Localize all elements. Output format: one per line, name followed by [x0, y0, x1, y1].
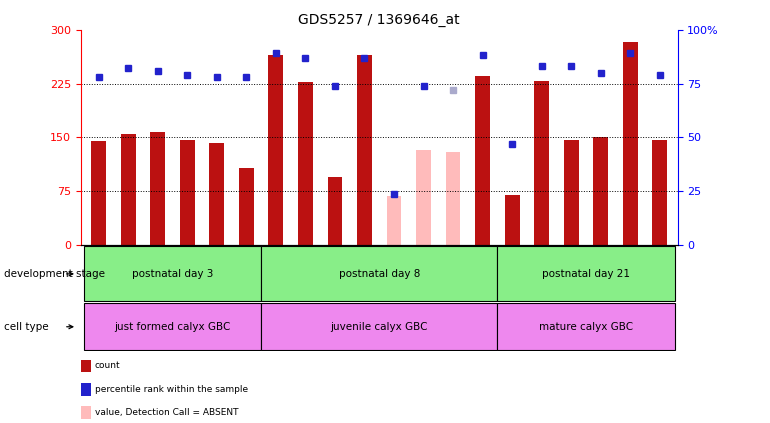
Bar [497, 247, 675, 301]
Bar [150, 132, 165, 245]
Text: cell type: cell type [4, 322, 49, 332]
Text: percentile rank within the sample: percentile rank within the sample [95, 385, 248, 394]
Text: juvenile calyx GBC: juvenile calyx GBC [330, 322, 428, 332]
Bar [623, 42, 638, 245]
Bar [91, 141, 106, 245]
Bar [416, 151, 431, 245]
Bar [652, 140, 668, 245]
Bar [84, 303, 261, 350]
Text: postnatal day 3: postnatal day 3 [132, 269, 213, 279]
Bar [497, 303, 675, 350]
Bar [534, 81, 549, 245]
Bar [84, 247, 261, 301]
Bar [261, 303, 497, 350]
Bar [180, 140, 195, 245]
Text: development stage: development stage [4, 269, 105, 279]
Bar [121, 134, 136, 245]
Title: GDS5257 / 1369646_at: GDS5257 / 1369646_at [299, 13, 460, 27]
Text: postnatal day 21: postnatal day 21 [542, 269, 630, 279]
Bar [269, 55, 283, 245]
Bar [327, 177, 343, 245]
Bar [387, 196, 401, 245]
Bar [446, 152, 460, 245]
Bar [357, 55, 372, 245]
Bar [239, 168, 253, 245]
Bar [475, 77, 490, 245]
Text: postnatal day 8: postnatal day 8 [339, 269, 420, 279]
Text: just formed calyx GBC: just formed calyx GBC [114, 322, 231, 332]
Bar [564, 140, 578, 245]
Text: value, Detection Call = ABSENT: value, Detection Call = ABSENT [95, 408, 238, 417]
Bar [261, 247, 497, 301]
Bar [505, 195, 520, 245]
Text: count: count [95, 361, 120, 371]
Bar [594, 137, 608, 245]
Bar [209, 143, 224, 245]
Bar [298, 82, 313, 245]
Text: mature calyx GBC: mature calyx GBC [539, 322, 633, 332]
